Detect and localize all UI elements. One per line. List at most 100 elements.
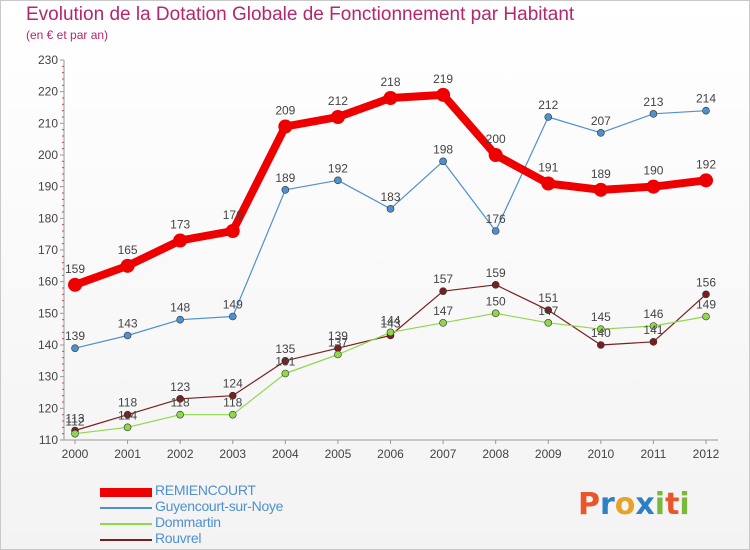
data-point <box>386 328 395 337</box>
data-label: 146 <box>643 307 663 321</box>
x-tick-label: 2010 <box>587 447 614 461</box>
data-point <box>123 423 132 432</box>
data-label: 198 <box>433 142 453 156</box>
data-label: 118 <box>118 396 137 410</box>
data-label: 145 <box>591 310 611 324</box>
data-label: 157 <box>433 272 453 286</box>
legend-label: Guyencourt-sur-Noye <box>155 498 284 514</box>
data-label: 112 <box>65 415 84 429</box>
data-point <box>71 344 79 352</box>
x-tick-label: 2006 <box>377 447 404 461</box>
data-point <box>597 325 605 333</box>
legend-label: REMIENCOURT <box>155 482 256 498</box>
data-label: 189 <box>591 167 611 181</box>
y-tick-label: 120 <box>38 401 58 415</box>
x-tick-label: 2012 <box>693 447 720 461</box>
y-tick-label: 170 <box>38 243 58 257</box>
data-point <box>544 306 553 314</box>
data-label: 141 <box>643 323 663 337</box>
data-point <box>439 319 447 327</box>
data-label: 190 <box>643 164 663 178</box>
data-point <box>281 369 290 378</box>
data-label: 114 <box>118 408 137 422</box>
x-tick-label: 2002 <box>167 447 194 461</box>
x-tick-label: 2001 <box>114 447 141 461</box>
x-tick-label: 2008 <box>482 447 509 461</box>
data-label: 183 <box>380 190 400 204</box>
data-point <box>68 277 82 292</box>
data-label: 139 <box>65 329 85 343</box>
data-label: 189 <box>275 171 295 185</box>
data-point <box>386 205 395 213</box>
data-label: 219 <box>433 72 453 86</box>
data-label: 118 <box>171 396 190 410</box>
data-label: 165 <box>118 243 138 257</box>
data-point <box>228 312 237 321</box>
data-point <box>123 410 132 419</box>
legend-swatch <box>100 487 152 497</box>
y-tick-label: 180 <box>38 211 58 225</box>
data-label: 207 <box>591 114 611 128</box>
data-label: 118 <box>223 396 242 410</box>
data-point <box>597 341 605 349</box>
data-label: 192 <box>328 161 348 175</box>
y-tick-label: 150 <box>38 306 58 320</box>
data-label: 209 <box>275 104 295 118</box>
data-label: 144 <box>380 313 400 327</box>
data-point <box>71 429 79 438</box>
data-point <box>278 119 293 134</box>
y-tick-label: 160 <box>38 275 58 289</box>
data-label: 140 <box>591 326 611 340</box>
x-tick-label: 2000 <box>62 447 89 461</box>
logo-letter: P <box>578 487 600 522</box>
data-label: 147 <box>538 304 558 318</box>
data-label: 212 <box>328 94 348 108</box>
data-point <box>439 157 447 166</box>
data-label: 212 <box>538 98 558 112</box>
proxiti-logo: Proxiti <box>578 487 690 522</box>
data-label: 159 <box>65 262 85 276</box>
y-tick-label: 140 <box>38 338 58 352</box>
x-tick-label: 2005 <box>325 447 352 461</box>
logo-letter: t <box>665 487 680 522</box>
data-point <box>544 319 553 327</box>
data-label: 148 <box>170 301 190 315</box>
y-tick-label: 220 <box>38 85 58 99</box>
y-tick-label: 200 <box>38 148 58 162</box>
data-point <box>173 233 188 248</box>
data-label: 124 <box>223 377 243 391</box>
x-tick-label: 2009 <box>535 447 562 461</box>
data-label: 123 <box>170 380 190 394</box>
data-label: 176 <box>223 208 243 222</box>
data-point <box>491 309 500 318</box>
data-point <box>491 281 500 289</box>
legend-swatch <box>100 523 152 525</box>
data-label: 213 <box>643 95 663 109</box>
data-point <box>488 148 503 162</box>
data-label: 150 <box>486 294 506 308</box>
logo-letter: o <box>614 487 636 522</box>
data-point <box>597 129 605 137</box>
data-point <box>649 338 658 346</box>
data-point <box>383 91 398 105</box>
y-tick-label: 190 <box>38 180 58 194</box>
data-label: 191 <box>538 161 558 175</box>
data-point <box>702 290 710 299</box>
x-tick-label: 2004 <box>272 447 299 461</box>
y-tick-label: 230 <box>38 53 58 67</box>
data-point <box>544 113 553 121</box>
y-tick-label: 210 <box>38 116 58 130</box>
data-point <box>176 410 184 419</box>
data-label: 143 <box>380 317 400 331</box>
y-tick-label: 130 <box>38 370 58 384</box>
data-point <box>541 176 556 191</box>
data-point <box>228 391 237 400</box>
data-label: 135 <box>275 342 295 356</box>
data-point <box>649 322 658 330</box>
chart-title: Evolution de la Dotation Globale de Fonc… <box>26 4 575 25</box>
logo-letter: i <box>654 487 666 522</box>
data-label: 156 <box>696 275 716 289</box>
chart-subtitle: (en € et par an) <box>26 28 109 42</box>
data-point <box>439 287 447 295</box>
